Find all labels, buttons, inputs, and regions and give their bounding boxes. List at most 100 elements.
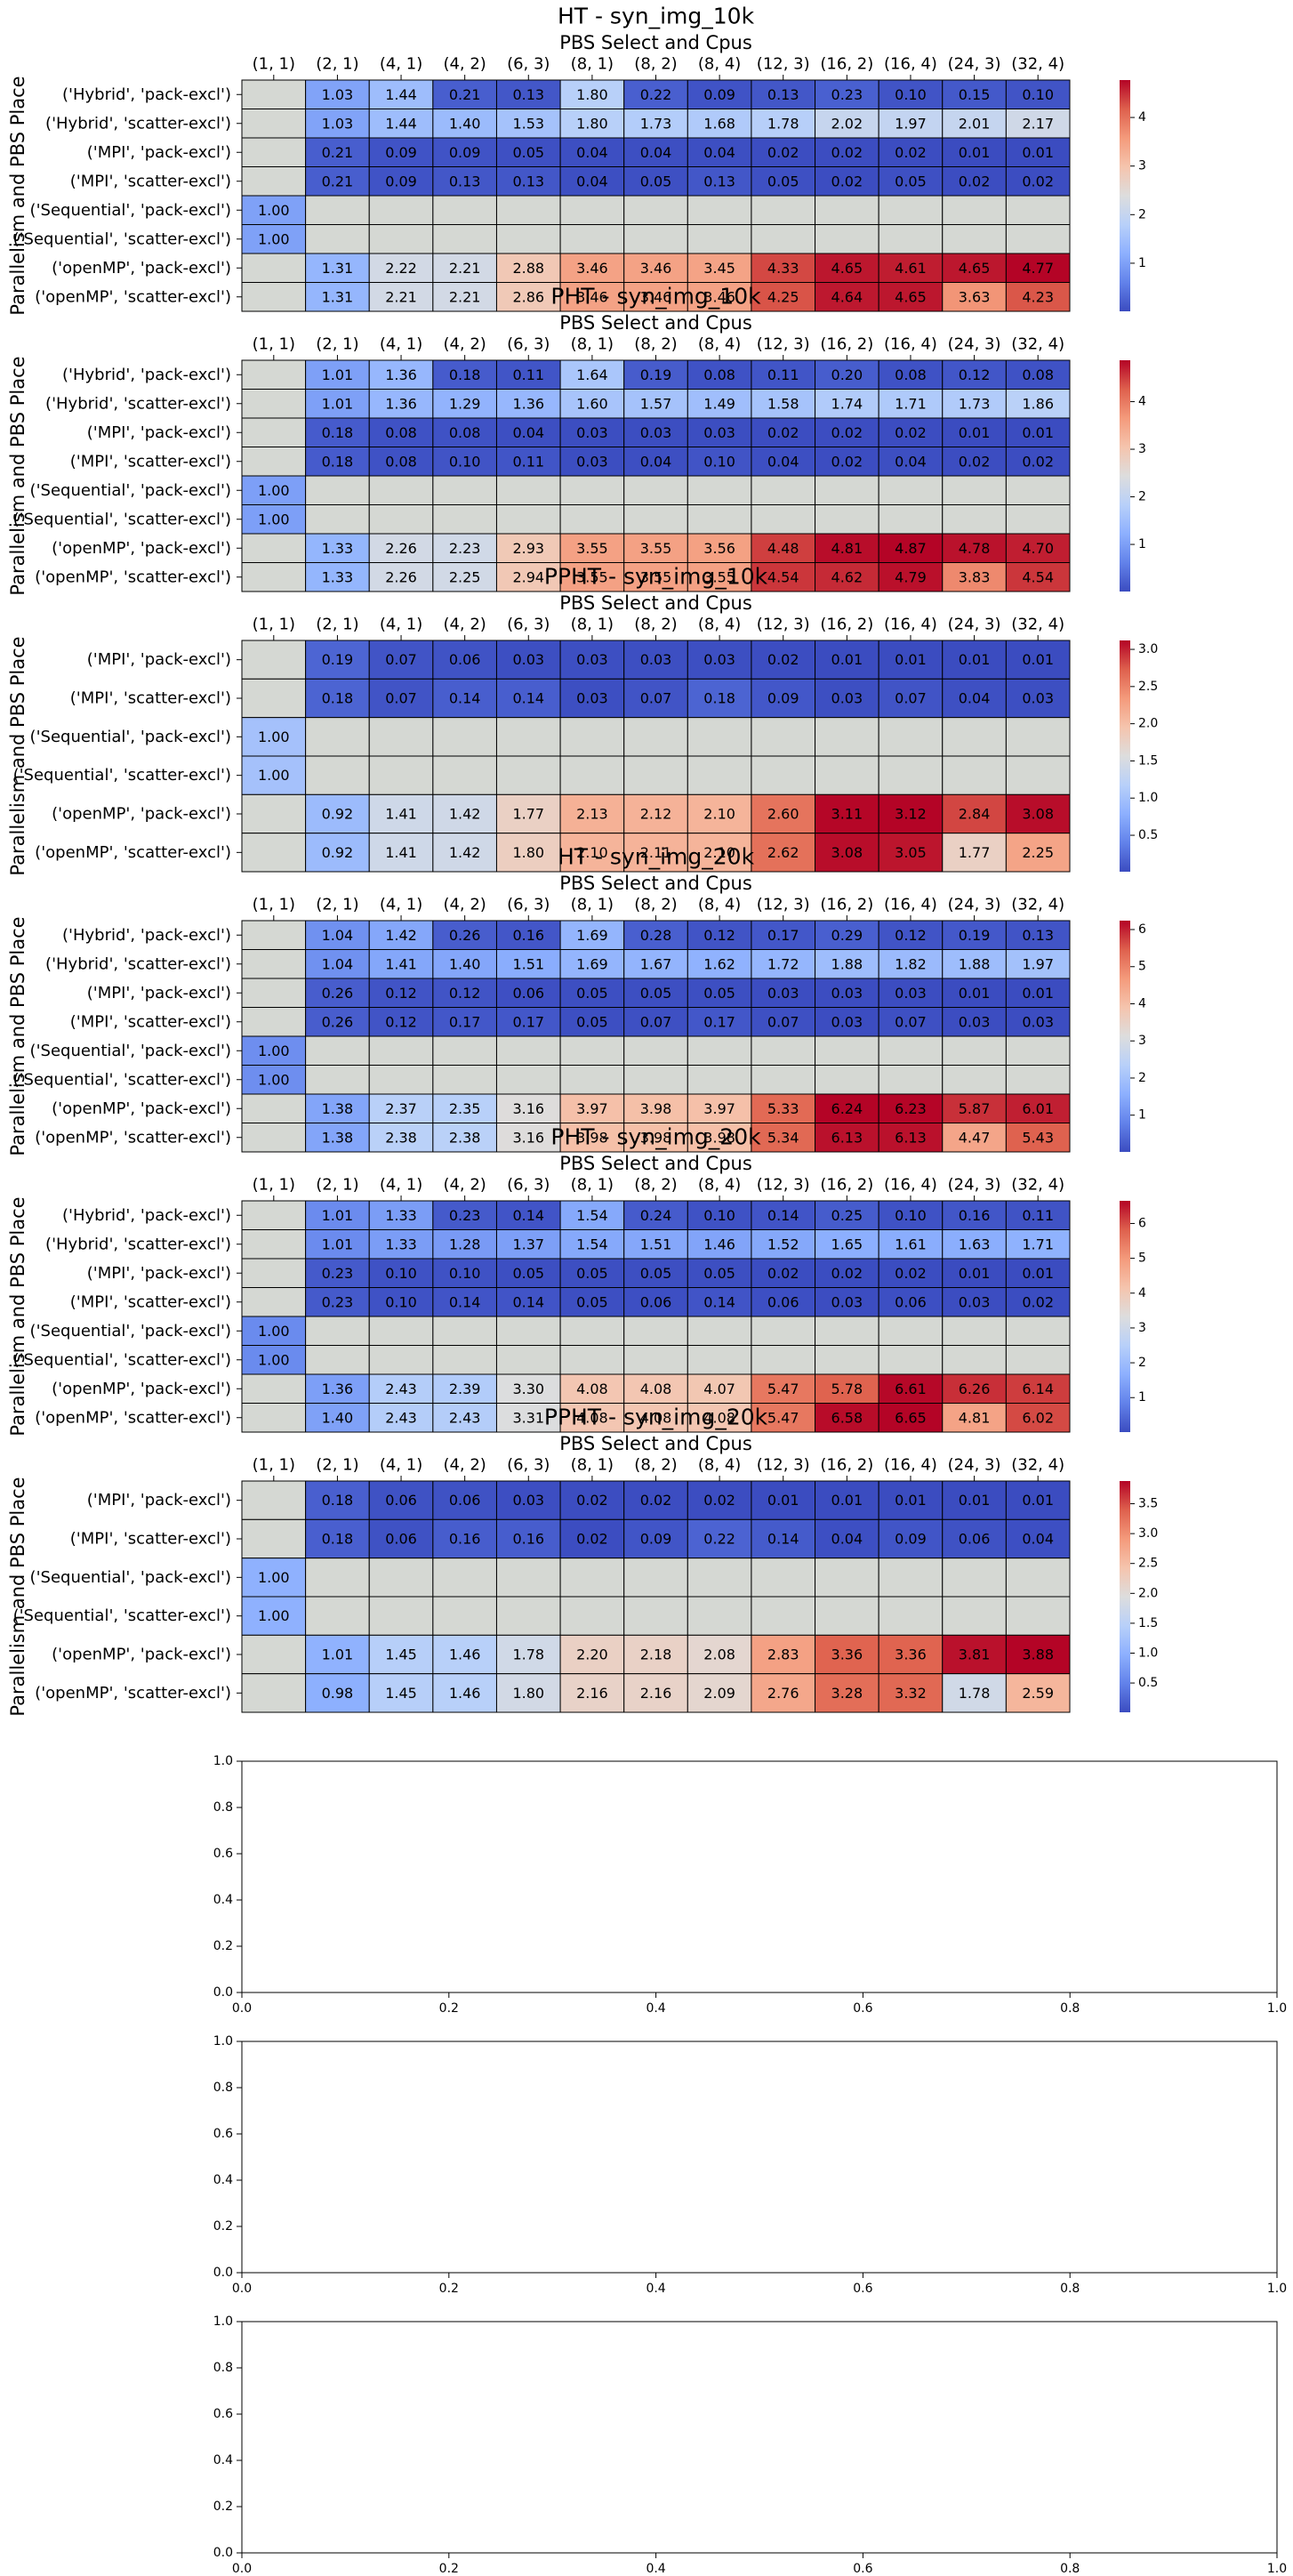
- heatmap-cell-label: 0.01: [767, 1492, 799, 1509]
- heatmap-cell-label: 0.03: [576, 651, 608, 668]
- heatmap-cell-label: 3.63: [959, 288, 991, 305]
- heatmap-cell-label: 4.54: [767, 568, 799, 585]
- heatmap-cell-label: 1.51: [512, 955, 544, 972]
- heatmap-cell-label: 0.20: [831, 366, 863, 383]
- heatmap-cell: [687, 1634, 752, 1675]
- heatmap-cell: [815, 793, 879, 834]
- colorbar-tick-label: 3: [1138, 159, 1146, 173]
- heatmap-cell: [432, 949, 497, 979]
- heatmap-cell: [815, 1229, 879, 1260]
- y-tick-label: 0.8: [213, 1800, 233, 1815]
- heatmap-cell-label: 1.41: [385, 844, 417, 861]
- heatmap-cell-label: 2.16: [640, 1685, 672, 1702]
- heatmap-cell-empty: [623, 1065, 688, 1095]
- heatmap-cell: [942, 1229, 1007, 1260]
- heatmap-cell-label: 3.46: [640, 288, 672, 305]
- x-tick-label: (24, 3): [948, 616, 1001, 634]
- heatmap-cell-label: 4.08: [640, 1381, 672, 1397]
- heatmap-cell: [878, 389, 944, 419]
- x-tick-label: 1.0: [1267, 2282, 1287, 2296]
- heatmap-cell-label: 0.06: [449, 1492, 481, 1509]
- heatmap-cell: [942, 137, 1007, 167]
- heatmap-cell-empty: [687, 195, 752, 225]
- heatmap-cell-label: 2.86: [512, 288, 544, 305]
- x-tick-label: (4, 2): [443, 896, 486, 914]
- heatmap-cell-empty: [368, 1065, 434, 1095]
- x-tick-label: (12, 3): [757, 1176, 810, 1195]
- heatmap-cell-label: 0.14: [767, 1531, 799, 1548]
- heatmap-cell: [368, 109, 434, 139]
- heatmap-cell-label: 0.03: [576, 690, 608, 707]
- heatmap-cell-empty: [559, 755, 625, 795]
- x-tick-label: (8, 4): [698, 55, 741, 74]
- heatmap-cell: [368, 949, 434, 979]
- heatmap-cell-empty: [559, 1316, 625, 1346]
- heatmap-cell-empty: [305, 475, 370, 505]
- x-tick-label: (16, 4): [884, 616, 937, 634]
- heatmap-cell: [623, 282, 688, 312]
- heatmap-cell-empty: [687, 224, 752, 254]
- x-tick-label: (4, 1): [380, 1176, 422, 1195]
- heatmap-cell: [878, 1673, 944, 1713]
- heatmap-cell-label: 3.98: [640, 1100, 672, 1117]
- heatmap-cell: [241, 755, 307, 795]
- heatmap-cell-label: 1.52: [767, 1236, 799, 1252]
- heatmap-cell-label: 2.93: [512, 540, 544, 557]
- heatmap-cell-label: 0.02: [767, 1265, 799, 1282]
- heatmap-cell-empty: [687, 1035, 752, 1066]
- x-tick-label: (1, 1): [253, 335, 295, 354]
- heatmap-cell-label: 0.09: [449, 144, 481, 161]
- heatmap-cell-label: 4.81: [831, 540, 863, 557]
- heatmap-cell-empty: [495, 1316, 561, 1346]
- heatmap-cell-label: 0.02: [831, 173, 863, 189]
- heatmap-cell: [942, 1480, 1007, 1520]
- heatmap-cell-label: 2.94: [512, 568, 544, 585]
- y-tick-label: ('Sequential', 'scatter-excl'): [13, 229, 231, 248]
- x-tick-label: (1, 1): [253, 1456, 295, 1475]
- heatmap-cell-label: 0.05: [767, 173, 799, 189]
- heatmap-cell-empty: [432, 224, 497, 254]
- heatmap-cell-label: 0.15: [959, 86, 991, 103]
- heatmap-cell: [942, 1258, 1007, 1288]
- heatmap-cell: [878, 920, 944, 950]
- y-tick-label: ('Hybrid', 'pack-excl'): [62, 85, 231, 104]
- heatmap-cell: [687, 1007, 752, 1037]
- heatmap-cell: [559, 1634, 625, 1675]
- heatmap-cell: [878, 562, 944, 592]
- heatmap-cell-empty: [687, 475, 752, 505]
- heatmap-cell-empty: [241, 793, 307, 834]
- heatmap-cell-empty: [368, 1596, 434, 1636]
- heatmap-cell-empty: [495, 755, 561, 795]
- heatmap-cell-empty: [368, 195, 434, 225]
- heatmap-cell: [305, 166, 370, 197]
- heatmap-cell-empty: [368, 1035, 434, 1066]
- heatmap-cell-label: 0.04: [703, 144, 735, 161]
- heatmap-cell-label: 0.06: [512, 985, 544, 1002]
- heatmap-cell-empty: [305, 717, 370, 757]
- heatmap-cell: [368, 978, 434, 1008]
- heatmap-cell-label: 0.09: [767, 690, 799, 707]
- heatmap-cell-empty: [241, 1093, 307, 1123]
- heatmap-cell-label: 2.25: [449, 568, 481, 585]
- heatmap-cell-empty: [241, 949, 307, 979]
- heatmap-cell-label: 1.00: [258, 482, 290, 499]
- heatmap-cell-empty: [751, 504, 816, 535]
- heatmap-cell-empty: [815, 755, 879, 795]
- heatmap-cell-label: 1.97: [895, 115, 927, 132]
- heatmap-cell-label: 0.13: [449, 173, 481, 189]
- heatmap-cell: [559, 359, 625, 390]
- heatmap-cell-label: 0.07: [895, 690, 927, 707]
- y-tick-label: ('MPI', 'scatter-excl'): [70, 1530, 231, 1549]
- heatmap-cell: [751, 1123, 816, 1153]
- axes-frame: [241, 1760, 1278, 1993]
- heatmap-cell-label: 3.31: [512, 1409, 544, 1426]
- heatmap-cell-label: 0.05: [512, 1265, 544, 1282]
- heatmap-cell-empty: [942, 1065, 1007, 1095]
- heatmap-cell-label: 4.65: [959, 260, 991, 277]
- heatmap-cell-label: 1.41: [385, 955, 417, 972]
- heatmap-cell-empty: [432, 755, 497, 795]
- heatmap-cell-label: 0.06: [895, 1293, 927, 1310]
- heatmap-cell-label: 0.12: [385, 985, 417, 1002]
- heatmap-cell-label: 0.07: [385, 651, 417, 668]
- heatmap-cell: [495, 978, 561, 1008]
